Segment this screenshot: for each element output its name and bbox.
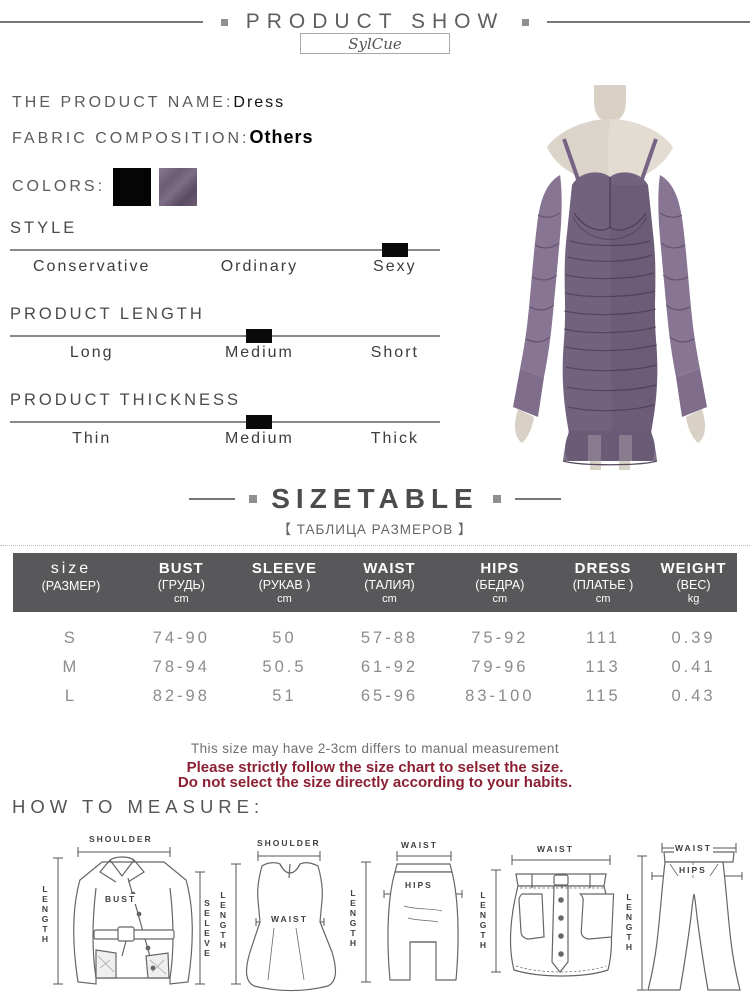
colors-label: COLORS: — [12, 178, 106, 195]
thickness-section: PRODUCT THICKNESS Thin Medium Thick — [10, 391, 440, 450]
colors-row: COLORS: — [12, 168, 198, 206]
col-header-weight: WEIGHT (ВЕС) kg — [660, 560, 727, 605]
square-bullet-icon — [249, 495, 258, 503]
diagram-dress: SHOULDER LENGTH WAIST — [212, 832, 352, 997]
page-title: PRODUCT SHOW — [245, 10, 505, 33]
page-header: PRODUCT SHOW — [0, 10, 750, 34]
sizetable-subtitle: 【 ТАБЛИЦА РАЗМЕРОВ 】 — [277, 522, 473, 537]
size-notes: This size may have 2-3cm differs to manu… — [0, 741, 750, 790]
square-bullet-icon — [492, 495, 501, 503]
product-photo-dress — [500, 85, 720, 470]
table-row-m: M 78-94 50.5 61-92 79-96 113 0.41 — [62, 658, 716, 676]
length-heading: PRODUCT LENGTH — [10, 305, 205, 323]
table-row-l: L 82-98 51 65-96 83-100 115 0.43 — [64, 687, 716, 705]
product-name-row: THE PRODUCT NAME:Dress — [12, 94, 285, 112]
note-habits: Do not select the size directly accordin… — [177, 774, 573, 791]
col-header-size: size (РАЗМЕР) — [41, 560, 101, 593]
header-line-right — [547, 21, 750, 23]
thickness-option-medium: Medium — [224, 430, 294, 447]
thickness-option-thick: Thick — [370, 430, 419, 447]
fabric-row: FABRIC COMPOSITION:Others — [12, 127, 314, 148]
length-slider-track — [10, 329, 440, 343]
col-header-dress: DRESS (ПЛАТЬЕ ) cm — [572, 560, 634, 605]
fabric-value: Others — [249, 127, 314, 147]
skirt-length-label: LENGTH — [348, 888, 358, 948]
square-bullet-icon — [522, 18, 530, 26]
brand-badge: SylCue — [300, 33, 450, 54]
sizetable-line-right — [514, 498, 561, 500]
diagram-pants: WAIST LENGTH HIPS — [622, 832, 748, 997]
fabric-label: FABRIC COMPOSITION: — [12, 130, 250, 147]
style-slider-marker — [381, 243, 408, 257]
style-section: STYLE Conservative Ordinary Sexy — [10, 219, 440, 278]
dress-shoulder-label: SHOULDER — [256, 838, 322, 848]
col-header-waist: WAIST (ТАЛИЯ) cm — [363, 560, 416, 605]
style-options: Conservative Ordinary Sexy — [10, 258, 440, 278]
jacket-shoulder-label: SHOULDER — [88, 834, 154, 844]
diagram-miniskirt: WAIST LENGTH — [478, 832, 626, 997]
size-table-body: S 74-90 50 57-88 75-92 111 0.39 M 78-94 … — [13, 624, 737, 711]
sizetable-title: SIZETABLE — [271, 483, 479, 514]
length-slider-marker — [246, 329, 273, 343]
dress-length-label: LENGTH — [218, 890, 228, 950]
length-options: Long Medium Short — [10, 344, 440, 364]
table-row-s: S 74-90 50 57-88 75-92 111 0.39 — [63, 629, 716, 647]
pants-hips-label: HIPS — [678, 865, 708, 875]
thickness-slider-marker — [246, 415, 273, 429]
thickness-heading: PRODUCT THICKNESS — [10, 391, 242, 409]
square-bullet-icon — [220, 18, 228, 26]
thickness-options: Thin Medium Thick — [10, 430, 440, 450]
style-option-ordinary: Ordinary — [220, 258, 299, 275]
size-table-header-row: size (РАЗМЕР) BUST (ГРУДЬ) cm SLEEVE (РУ… — [13, 553, 737, 612]
style-slider-track — [10, 243, 440, 257]
col-header-hips: HIPS (БЕДРА) cm — [475, 560, 525, 605]
pants-waist-label: WAIST — [674, 843, 713, 853]
style-heading: STYLE — [10, 219, 78, 237]
jacket-length-label: LENGTH — [40, 884, 50, 944]
sizetable-header: SIZETABLE — [0, 483, 750, 515]
jacket-sleeve-label: SELEVE — [202, 898, 212, 958]
diagram-skirt: WAIST LENGTH HIPS — [348, 832, 474, 997]
miniskirt-length-label: LENGTH — [478, 890, 488, 950]
style-option-sexy: Sexy — [373, 258, 417, 275]
miniskirt-waist-label: WAIST — [536, 844, 575, 854]
measure-title: HOW TO MEASURE: — [12, 796, 265, 817]
skirt-waist-label: WAIST — [400, 840, 439, 850]
col-header-bust: BUST (ГРУДЬ) cm — [157, 560, 205, 605]
length-option-long: Long — [69, 344, 114, 361]
note-measurement: This size may have 2-3cm differs to manu… — [191, 741, 559, 756]
thickness-slider-track — [10, 415, 440, 429]
skirt-hips-label: HIPS — [404, 880, 434, 890]
jacket-bust-label: BUST — [104, 894, 138, 904]
header-line-left — [0, 21, 203, 23]
sizetable-line-left — [189, 498, 236, 500]
product-name-value: Dress — [233, 94, 286, 111]
product-name-label: THE PRODUCT NAME: — [12, 94, 234, 111]
pants-length-label: LENGTH — [624, 892, 634, 952]
diagram-jacket: SHOULDER LENGTH BUST SELEVE — [32, 832, 212, 997]
dress-waist-label: WAIST — [270, 914, 309, 924]
color-swatch-purple — [159, 168, 198, 206]
length-option-short: Short — [370, 344, 419, 361]
thickness-option-thin: Thin — [72, 430, 112, 447]
col-header-sleeve: SLEEVE (РУКАВ ) cm — [251, 560, 318, 605]
style-option-conservative: Conservative — [33, 258, 151, 275]
color-swatch-black — [113, 168, 152, 206]
length-section: PRODUCT LENGTH Long Medium Short — [10, 305, 440, 364]
size-table: size (РАЗМЕР) BUST (ГРУДЬ) cm SLEEVE (РУ… — [0, 545, 750, 711]
note-follow-chart: Please strictly follow the size chart to… — [186, 759, 564, 776]
dress-illustration — [513, 85, 707, 470]
length-option-medium: Medium — [224, 344, 294, 361]
brand-name: SylCue — [348, 34, 402, 53]
